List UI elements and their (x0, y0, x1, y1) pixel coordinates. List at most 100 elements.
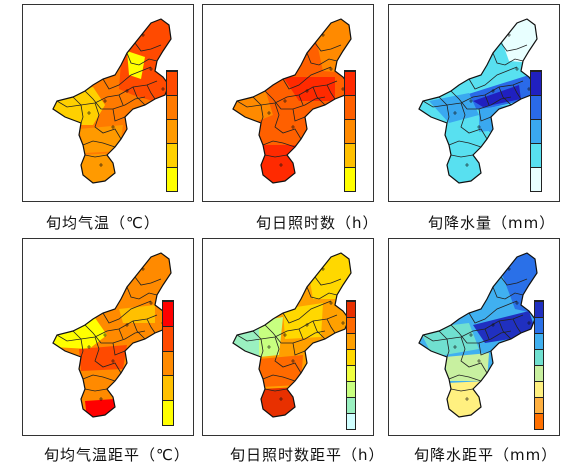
shaded-zone (79, 153, 119, 183)
county-border (450, 154, 474, 158)
station-marker (103, 99, 107, 103)
station-marker (141, 267, 145, 271)
color-bar-segment (535, 301, 543, 317)
county-border (492, 286, 524, 300)
county-border (326, 84, 336, 100)
county-border (460, 336, 488, 374)
station-marker (125, 89, 129, 93)
shaded-zone (79, 125, 123, 153)
map-frame (22, 238, 194, 436)
county-border (82, 140, 116, 148)
county-border (292, 108, 306, 122)
county-border (132, 320, 146, 340)
county-border (260, 104, 264, 124)
station-marker (291, 359, 295, 363)
precipitation-anomaly-map (418, 252, 538, 418)
shaded-zone (283, 303, 323, 339)
shaded-zone (303, 253, 351, 299)
color-bar-segment (345, 119, 355, 143)
shaded-zone (259, 355, 303, 387)
county-border (512, 84, 522, 100)
county-border (118, 94, 124, 106)
county-border (126, 52, 158, 66)
station-marker (279, 397, 283, 401)
county-border (84, 388, 108, 392)
county-border (80, 338, 84, 358)
county-border (468, 66, 518, 90)
station-marker (279, 163, 283, 167)
shaded-zone (479, 105, 509, 133)
color-bar-segment (535, 349, 543, 365)
county-border (274, 336, 302, 374)
county-border (56, 100, 82, 108)
station-marker (111, 359, 115, 363)
station-marker (161, 87, 165, 91)
county-border (264, 388, 288, 392)
county-border (498, 86, 512, 106)
color-bar-segment (347, 317, 355, 333)
shaded-zone (313, 19, 351, 75)
color-bar-segment (535, 333, 543, 349)
county-border (56, 334, 82, 342)
station-marker (141, 33, 145, 37)
province-outline (232, 252, 352, 418)
county-border (134, 276, 162, 286)
station-marker (477, 125, 481, 129)
color-bar-segment (347, 413, 355, 429)
color-bar-segment (167, 95, 177, 119)
station-marker (305, 323, 309, 327)
county-border (484, 328, 490, 340)
sunshine-map (232, 18, 352, 184)
shaded-zone (259, 317, 283, 357)
county-border (448, 374, 482, 382)
county-border (298, 94, 304, 106)
station-marker (267, 345, 271, 349)
shaded-zone (473, 85, 521, 107)
station-marker (99, 397, 103, 401)
county-border (252, 80, 338, 106)
station-marker (149, 301, 153, 305)
county-border (326, 318, 336, 334)
color-bar-segment (531, 167, 541, 191)
color-bar-segment (167, 119, 177, 143)
color-bar (162, 300, 174, 426)
province-outline (232, 18, 352, 184)
county-border (134, 42, 162, 52)
county-border (94, 102, 122, 140)
county-border (500, 276, 528, 286)
county-border (498, 320, 512, 340)
county-border (446, 338, 450, 358)
station-marker (515, 301, 519, 305)
county-border (422, 334, 448, 342)
county-border (484, 94, 490, 106)
station-marker (491, 89, 495, 93)
sunshine-anomaly-map (232, 252, 352, 418)
county-border (306, 286, 338, 300)
station-marker (125, 323, 129, 327)
station-marker (149, 67, 153, 71)
station-marker (321, 267, 325, 271)
station-marker (87, 111, 91, 115)
county-border (262, 374, 296, 382)
county-border (102, 300, 152, 324)
station-marker (329, 67, 333, 71)
county-border (292, 342, 306, 356)
station-marker (465, 163, 469, 167)
color-bar-segment (535, 381, 543, 397)
county-border (72, 314, 158, 340)
color-bar (346, 300, 356, 430)
color-bar-segment (347, 333, 355, 349)
color-bar-segment (167, 143, 177, 167)
county-border (448, 140, 482, 148)
county-border (314, 42, 342, 52)
province-outline (52, 18, 172, 184)
station-marker (469, 99, 473, 103)
county-border (118, 328, 124, 340)
shaded-zone (79, 371, 123, 399)
county-border (112, 342, 126, 356)
station-marker (469, 333, 473, 337)
color-bar-segment (347, 349, 355, 365)
county-border (282, 300, 332, 324)
station-marker (507, 267, 511, 271)
station-marker (99, 163, 103, 167)
